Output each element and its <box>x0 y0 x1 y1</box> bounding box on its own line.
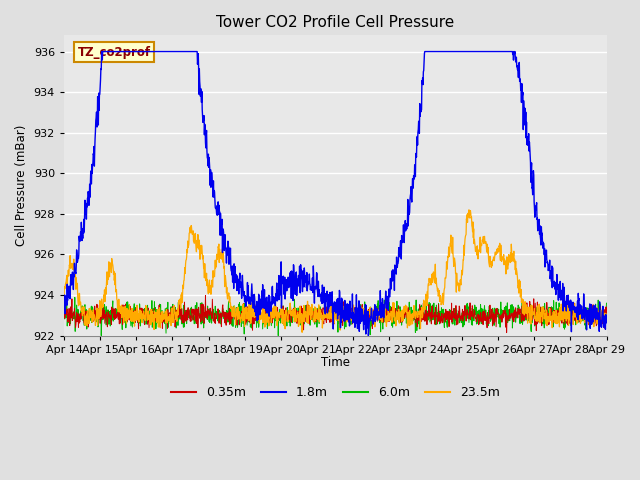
Text: TZ_co2prof: TZ_co2prof <box>77 46 150 59</box>
X-axis label: Time: Time <box>321 356 349 369</box>
Y-axis label: Cell Pressure (mBar): Cell Pressure (mBar) <box>15 125 28 246</box>
Title: Tower CO2 Profile Cell Pressure: Tower CO2 Profile Cell Pressure <box>216 15 454 30</box>
Legend: 0.35m, 1.8m, 6.0m, 23.5m: 0.35m, 1.8m, 6.0m, 23.5m <box>166 382 505 405</box>
